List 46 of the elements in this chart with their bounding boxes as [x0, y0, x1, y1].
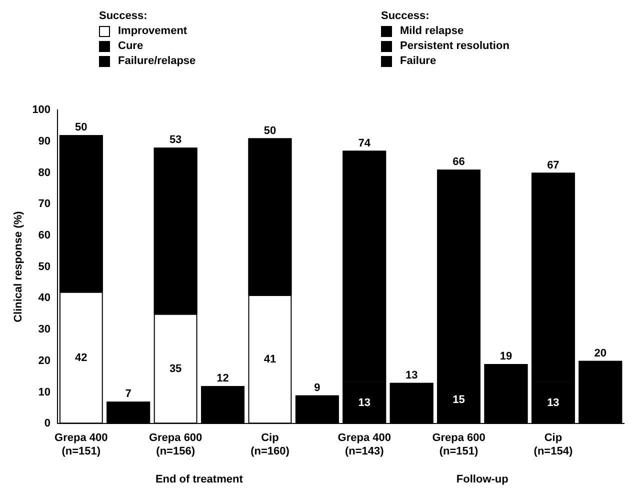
data-label: 13 — [547, 397, 560, 410]
text: End of treatment — [155, 474, 244, 486]
data-label: 67 — [547, 159, 560, 172]
x-tick-label: Grepa 400 (n=151) — [54, 432, 108, 458]
data-label: 74 — [358, 137, 372, 150]
data-label: 53 — [169, 134, 182, 146]
data-label: 7 — [125, 388, 132, 400]
legend-label: Failure — [400, 55, 436, 67]
x-tick-label: Cip (n=160) — [250, 432, 290, 458]
y-tick-label: 60 — [38, 229, 51, 242]
y-tick-label: 30 — [38, 324, 51, 336]
legend-label: Persistent resolution — [400, 40, 510, 52]
x-tick-label: Grepa 600 (n=151) — [432, 432, 486, 458]
data-label: 66 — [452, 156, 465, 168]
text: Success: — [381, 10, 430, 22]
y-tick-label: 90 — [38, 135, 51, 148]
data-label: 13 — [405, 369, 418, 382]
y-tick-label: 50 — [38, 260, 51, 273]
legend-label: Mild relapse — [400, 25, 464, 37]
y-tick-label: 0 — [44, 418, 51, 430]
x-tick-label: Grepa 600 (n=156) — [148, 432, 202, 458]
data-label: 15 — [452, 394, 465, 406]
data-label: 19 — [500, 350, 512, 363]
data-label: 13 — [358, 397, 371, 410]
data-label: 41 — [264, 353, 276, 366]
legend-label: Failure/relapse — [118, 55, 196, 67]
y-tick-label: 40 — [38, 292, 51, 304]
data-label: 20 — [594, 347, 607, 360]
y-tick-label: 100 — [32, 104, 51, 116]
y-tick-label: 10 — [38, 386, 51, 398]
y-tick-label: 20 — [38, 354, 51, 367]
y-tick-label: 80 — [38, 166, 51, 179]
data-label: 9 — [314, 382, 320, 394]
data-label: 42 — [75, 352, 88, 364]
legend-title: Success: — [99, 10, 148, 22]
data-label: 35 — [169, 362, 182, 375]
legend-label: Cure — [118, 40, 144, 52]
x-tick-label: Grepa 400 (n=143) — [338, 432, 391, 458]
text: Follow-up — [456, 474, 509, 486]
legend-label: Improvement — [118, 25, 188, 37]
data-label: 12 — [216, 372, 229, 384]
y-tick-label: 70 — [38, 198, 51, 210]
data-label: 50 — [264, 124, 276, 137]
data-label: 50 — [75, 122, 88, 134]
y-axis-title: Clinical response (%) — [12, 210, 25, 322]
x-tick-label: Cip (n=154) — [534, 432, 573, 458]
